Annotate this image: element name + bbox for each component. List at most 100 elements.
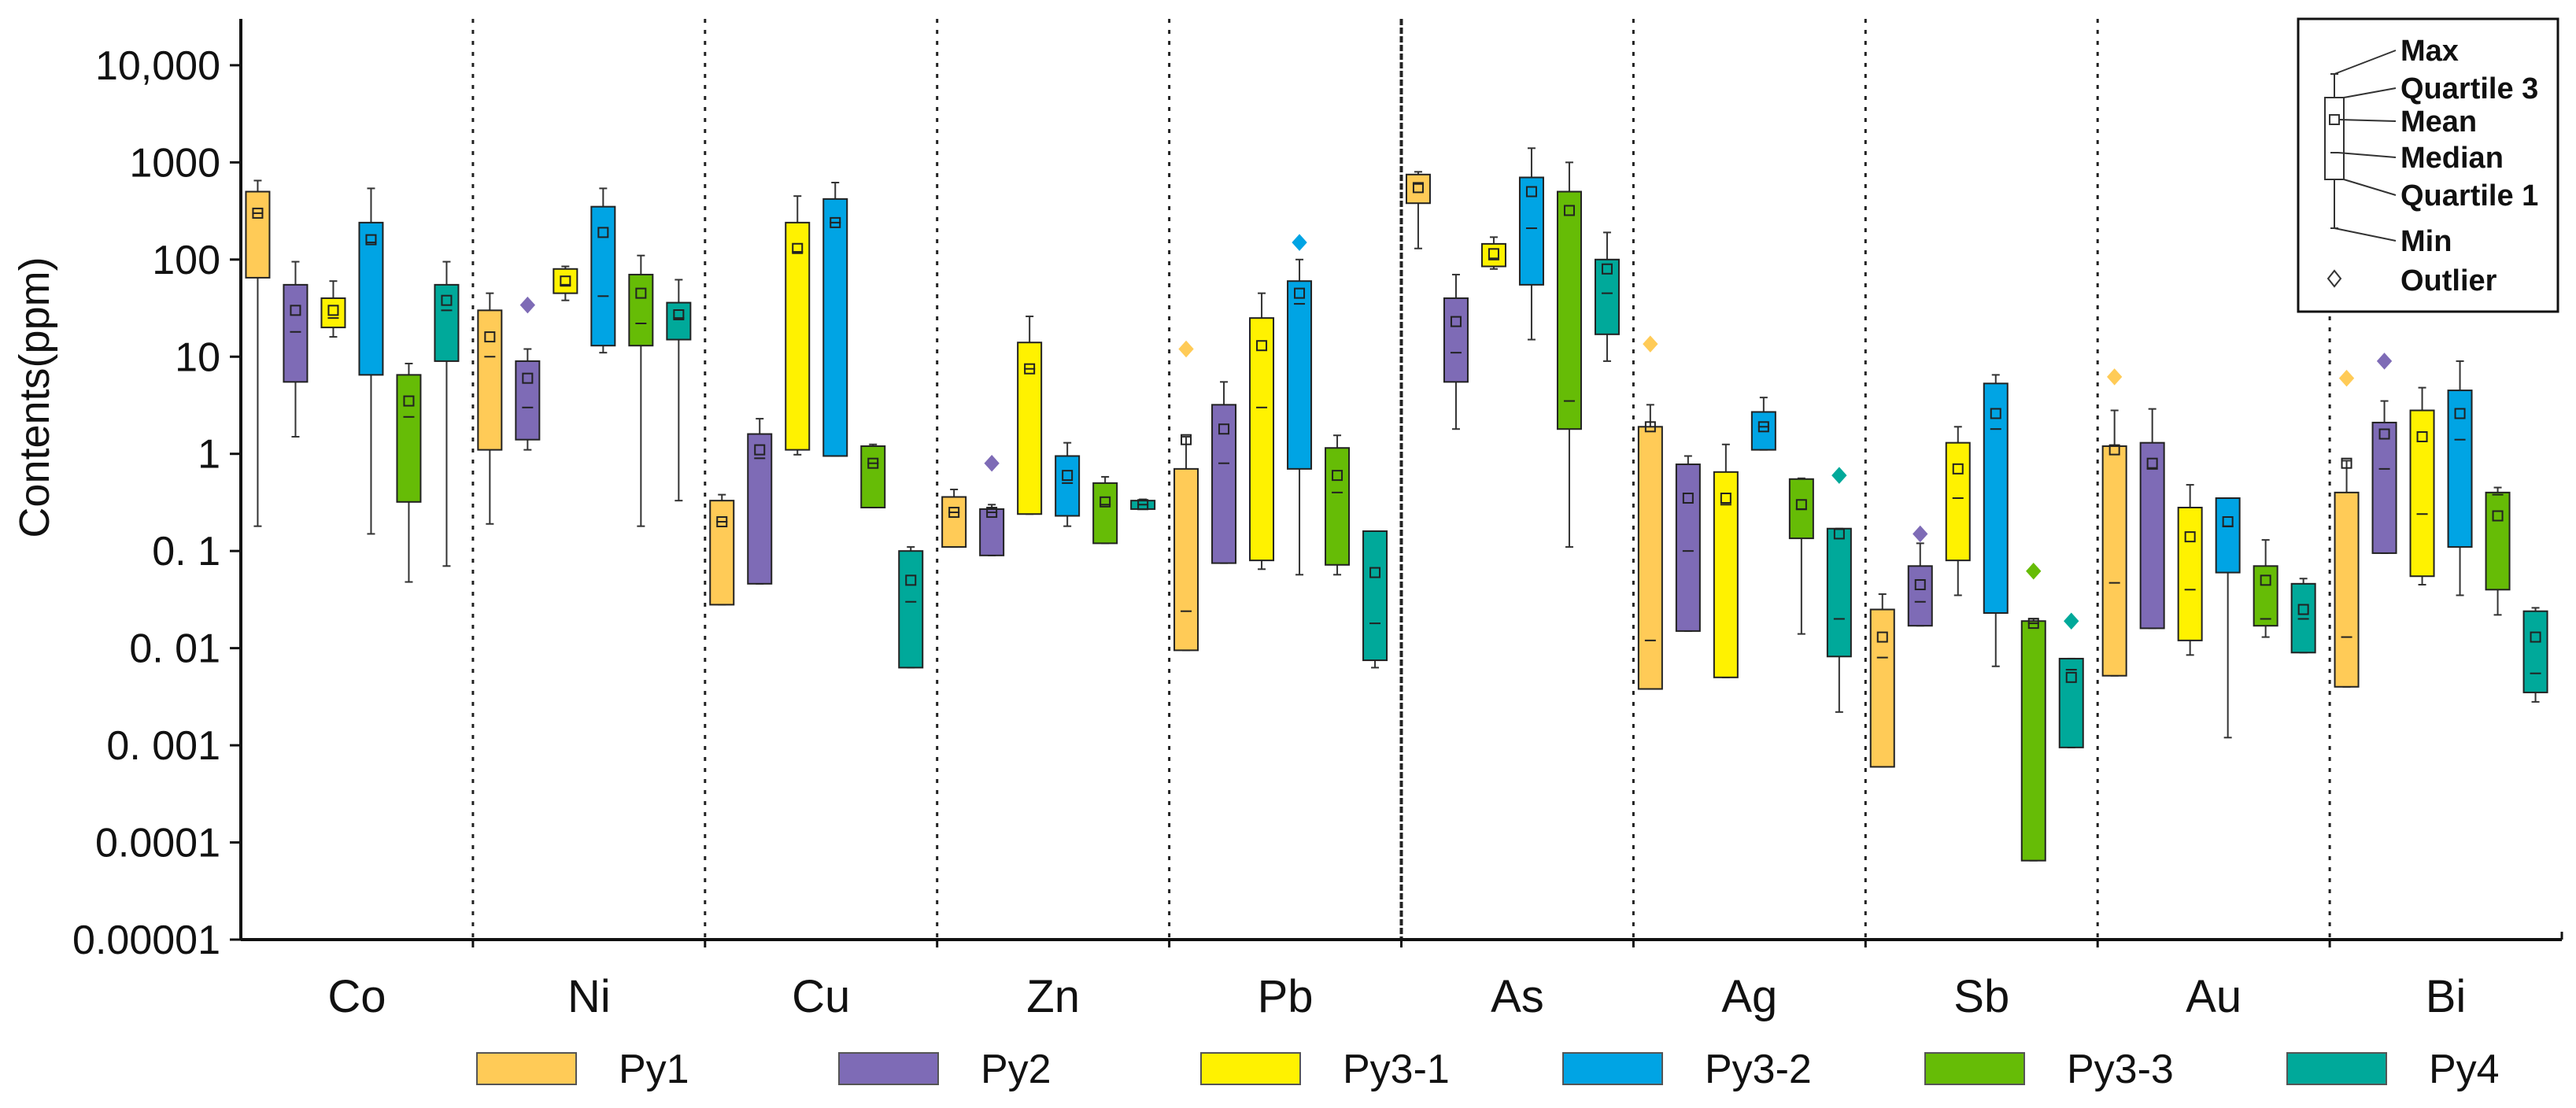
box-as-py2 [1443, 273, 1469, 430]
legend: Py1 Py2 Py3-1 Py3-2 Py3-3 Py4 [476, 1047, 2500, 1092]
iqr-box [1443, 297, 1469, 383]
iqr-box [2371, 421, 2397, 554]
iqr-box [785, 221, 811, 451]
box-au-py3-3 [2253, 539, 2278, 638]
legend-swatch [2286, 1052, 2387, 1085]
mean-marker [1914, 578, 1926, 590]
box-as-py1 [1405, 171, 1431, 249]
mean-marker [403, 395, 415, 407]
legend-item-py3-3: Py3-3 [1924, 1047, 2174, 1092]
mean-marker [1563, 205, 1575, 216]
box-zn-py2 [979, 454, 1005, 556]
box-sb-py2 [1907, 525, 1933, 627]
outlier-marker [2106, 368, 2123, 386]
mean-marker [1369, 567, 1381, 578]
mean-marker [1601, 263, 1613, 275]
key-box [2324, 97, 2345, 180]
box-ag-py2 [1675, 455, 1701, 632]
mean-marker [560, 275, 571, 287]
mean-marker [2530, 631, 2541, 643]
mean-marker [1024, 363, 1036, 375]
mean-marker [867, 457, 879, 469]
mean-marker [948, 507, 960, 519]
iqr-box [1405, 173, 1431, 205]
y-tick-label: 10 [175, 334, 220, 380]
key-label: Median [2400, 142, 2504, 175]
box-au-py1 [2101, 368, 2127, 677]
key-label: Outlier [2400, 264, 2497, 297]
outlier-marker [2026, 563, 2042, 580]
iqr-box [1518, 176, 1544, 286]
iqr-box [396, 374, 422, 503]
mean-marker [290, 305, 301, 316]
x-category-label: Co [327, 971, 386, 1022]
key-label: Quartile 1 [2400, 179, 2538, 212]
x-category-label: Sb [1953, 971, 2009, 1022]
box-pb-py4 [1362, 530, 1388, 669]
iqr-box [747, 433, 773, 585]
box-as-py3-3 [1556, 161, 1582, 548]
box-bi-py1 [2334, 369, 2360, 688]
mean-marker [1525, 186, 1537, 198]
legend-swatch [1924, 1052, 2025, 1085]
box-zn-py1 [941, 488, 967, 548]
mean-marker [905, 574, 917, 586]
mean-marker [754, 444, 766, 456]
box-au-py3-2 [2215, 497, 2241, 739]
iqr-box [2409, 409, 2435, 578]
box-zn-py3-3 [1092, 475, 1118, 545]
iqr-box [2101, 445, 2127, 677]
box-cu-py3-1 [785, 195, 811, 456]
box-pb-py3-1 [1249, 292, 1275, 571]
outlier-marker [1913, 525, 1928, 543]
outlier-marker [1643, 335, 1658, 353]
iqr-box [590, 205, 616, 347]
key-leader-line [2343, 179, 2397, 196]
iqr-box [1556, 190, 1582, 430]
mean-marker [2146, 457, 2158, 469]
box-ni-py3-3 [628, 254, 654, 527]
mean-marker [2378, 428, 2390, 440]
mean-marker [1062, 470, 1074, 482]
box-ag-py4 [1826, 467, 1852, 713]
x-category-label: Ag [1721, 971, 1777, 1022]
box-sb-py3-3 [2020, 563, 2046, 862]
key-label: Quartile 3 [2400, 72, 2538, 105]
iqr-box [1788, 478, 1814, 540]
iqr-box [1325, 447, 1351, 566]
mean-marker [635, 287, 647, 299]
key-leader-line [2338, 152, 2397, 158]
iqr-box [941, 496, 967, 548]
box-ag-py1 [1637, 335, 1663, 690]
iqr-box [1594, 258, 1620, 335]
box-ag-py3-1 [1713, 443, 1739, 678]
iqr-box [822, 198, 848, 457]
y-tick-label: 0. 01 [129, 626, 220, 672]
iqr-box [434, 283, 460, 362]
mean-marker [2065, 671, 2077, 683]
mean-marker [2454, 408, 2466, 419]
iqr-box [320, 297, 346, 329]
box-pb-py1 [1173, 340, 1199, 652]
y-tick-label: 1 [198, 432, 220, 478]
box-sb-py1 [1869, 593, 1895, 768]
y-tick-label: 0.0001 [95, 821, 220, 866]
outlier-marker [1178, 340, 1194, 358]
iqr-box [709, 500, 735, 606]
mean-marker [1181, 434, 1192, 445]
x-category-label: Pb [1258, 971, 1314, 1022]
mean-marker [830, 216, 841, 228]
box-pb-py3-2 [1287, 234, 1313, 576]
mean-marker [1990, 408, 2001, 419]
box-sb-py4 [2058, 612, 2084, 748]
iqr-box [666, 301, 692, 341]
box-zn-py3-1 [1017, 316, 1043, 515]
mean-marker [365, 234, 377, 246]
iqr-box [1173, 467, 1199, 652]
legend-swatch [1200, 1052, 1301, 1085]
box-sb-py3-2 [1983, 374, 2009, 667]
box-bi-py3-2 [2447, 360, 2473, 596]
outlier-marker [984, 454, 1000, 472]
iqr-box [1249, 317, 1275, 562]
